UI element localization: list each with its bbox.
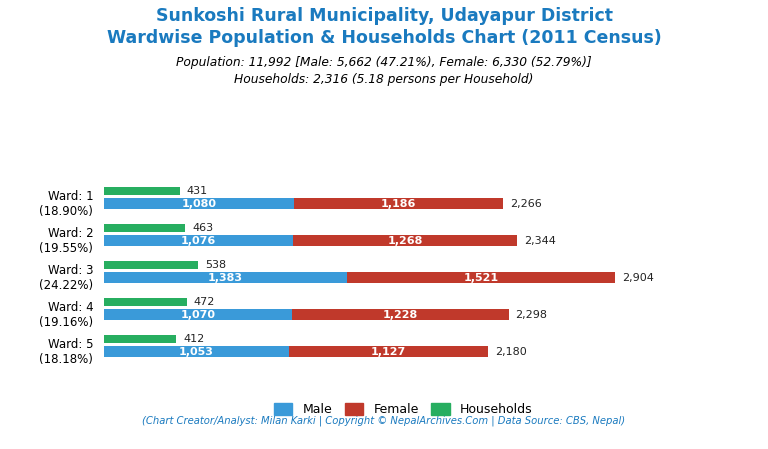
Bar [294,198,503,209]
Bar [104,298,187,306]
Text: 1,070: 1,070 [180,310,216,320]
Bar [104,346,290,357]
Bar [104,272,347,283]
Text: 1,053: 1,053 [179,347,214,357]
Text: 431: 431 [187,186,208,196]
Text: 412: 412 [184,334,204,344]
Text: 1,076: 1,076 [180,236,216,246]
Bar [290,346,488,357]
Text: 472: 472 [194,297,215,307]
Legend: Male, Female, Households: Male, Female, Households [269,398,538,421]
Text: 2,904: 2,904 [622,273,654,283]
Bar [293,235,517,247]
Text: Households: 2,316 (5.18 persons per Household): Households: 2,316 (5.18 persons per Hous… [234,73,534,86]
Bar [104,335,177,343]
Bar [104,235,293,247]
Bar [104,198,294,209]
Text: 1,080: 1,080 [181,199,217,209]
Text: 2,180: 2,180 [495,347,527,357]
Text: 1,186: 1,186 [381,199,416,209]
Text: Wardwise Population & Households Chart (2011 Census): Wardwise Population & Households Chart (… [107,29,661,47]
Text: 1,228: 1,228 [382,310,418,320]
Text: 538: 538 [206,260,227,270]
Text: 1,521: 1,521 [464,273,499,283]
Bar [104,309,292,320]
Text: 2,344: 2,344 [524,236,555,246]
Text: Population: 11,992 [Male: 5,662 (47.21%), Female: 6,330 (52.79%)]: Population: 11,992 [Male: 5,662 (47.21%)… [176,56,592,69]
Bar [104,187,180,195]
Text: 1,268: 1,268 [387,236,422,246]
Bar [104,224,185,232]
Text: 2,266: 2,266 [510,199,541,209]
Text: 463: 463 [192,223,214,233]
Bar [104,261,198,269]
Text: 1,127: 1,127 [371,347,406,357]
Text: (Chart Creator/Analyst: Milan Karki | Copyright © NepalArchives.Com | Data Sourc: (Chart Creator/Analyst: Milan Karki | Co… [142,416,626,427]
Bar [292,309,508,320]
Text: 2,298: 2,298 [515,310,548,320]
Bar [347,272,615,283]
Text: Sunkoshi Rural Municipality, Udayapur District: Sunkoshi Rural Municipality, Udayapur Di… [155,7,613,25]
Text: 1,383: 1,383 [208,273,243,283]
